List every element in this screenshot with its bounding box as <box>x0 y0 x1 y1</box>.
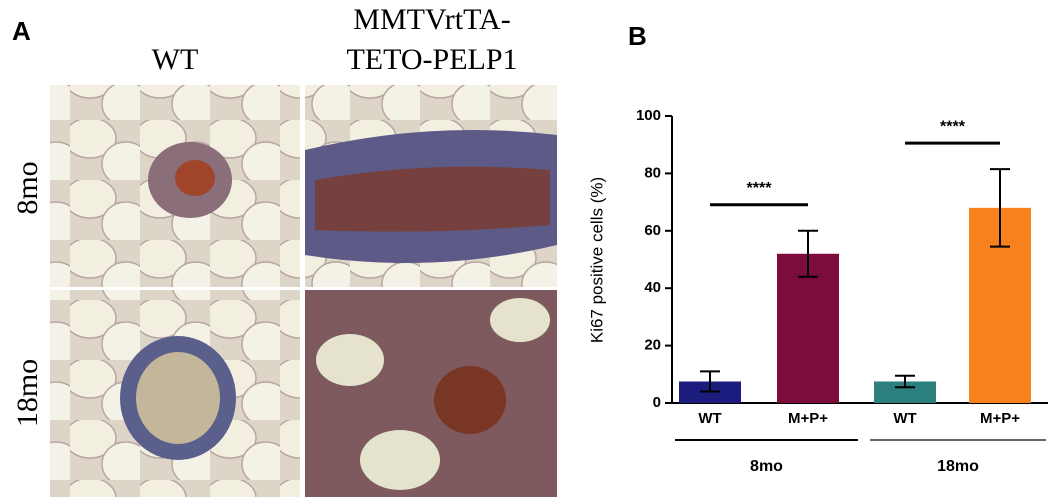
x-tick-label: WT <box>698 410 721 427</box>
y-tick-label: 0 <box>653 394 661 411</box>
bar <box>777 253 839 403</box>
x-tick-label: M+P+ <box>788 410 828 427</box>
y-tick-label: 40 <box>644 279 661 296</box>
micrographs <box>50 85 557 497</box>
group-label: 18mo <box>937 458 979 475</box>
error-bar <box>895 374 915 389</box>
panel-label: B <box>628 21 647 51</box>
row-label: 8mo <box>11 161 44 214</box>
bar <box>874 381 936 403</box>
column-label: WT <box>152 43 199 76</box>
row-label: 18mo <box>11 359 44 427</box>
group-label: 8mo <box>750 458 783 475</box>
column-label: MMTVrtTA- <box>353 3 510 36</box>
significance-label: **** <box>747 180 773 197</box>
panel-label: A <box>12 16 31 46</box>
error-bar <box>700 370 720 393</box>
error-bar <box>990 168 1010 248</box>
y-tick-label: 100 <box>636 107 661 124</box>
error-bar <box>798 229 818 278</box>
x-tick-label: WT <box>893 410 916 427</box>
y-tick-label: 20 <box>644 337 661 354</box>
column-label: TETO-PELP1 <box>346 43 517 76</box>
x-tick-label: M+P+ <box>980 410 1020 427</box>
y-axis-label: Ki67 positive cells (%) <box>587 177 606 343</box>
y-tick-label: 80 <box>644 164 661 181</box>
y-tick-label: 60 <box>644 222 661 239</box>
chart: B Ki67 positive cells (%) 0 20 40 60 80 100 WT… <box>587 21 1048 475</box>
significance-label: **** <box>940 118 966 135</box>
